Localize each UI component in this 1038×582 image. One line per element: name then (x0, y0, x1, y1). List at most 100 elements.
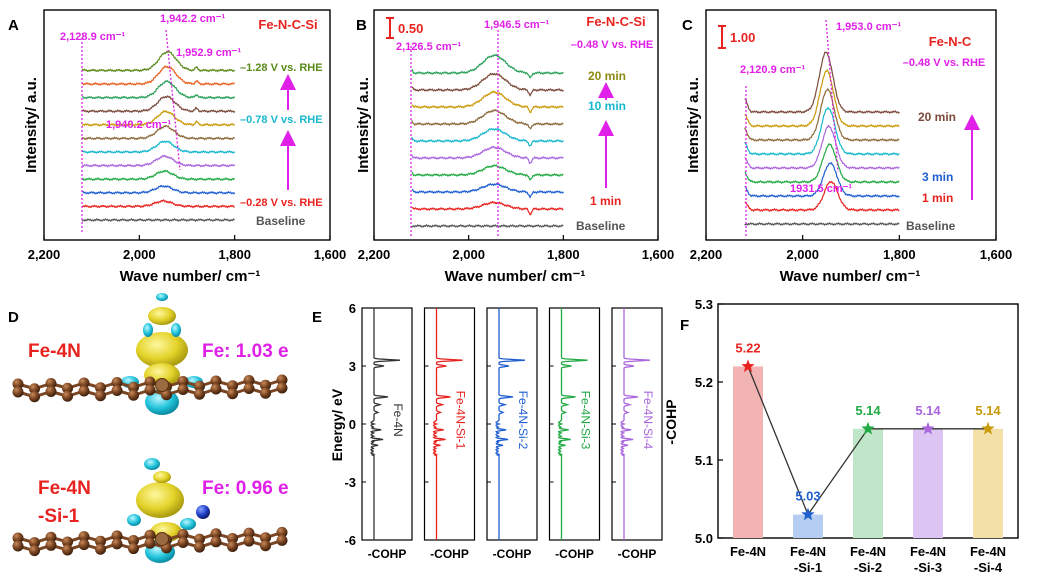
carbon-atom (111, 530, 123, 542)
cohp-series-label: Fe-4N-Si-1 (454, 391, 468, 450)
y-tick-label: 5.1 (695, 453, 713, 468)
carbon-atom (243, 527, 255, 539)
star-marker (801, 507, 815, 521)
cohp-x-label: -COHP (555, 547, 594, 561)
structure-name-2-line2: -Si-1 (38, 506, 80, 527)
y-axis-label-f: -COHP (663, 399, 679, 444)
carbon-atom (62, 536, 73, 548)
x-ticks-a: 2,200 2,000 1,800 1,600 (28, 235, 347, 262)
spectrum-trace (82, 169, 236, 182)
spectrum-trace (411, 53, 564, 79)
spectrum-trace (81, 140, 236, 155)
carbon-atom (95, 382, 106, 394)
x-tick-label: 1,600 (980, 247, 1013, 262)
time-label-c-3: 1 min (922, 191, 953, 205)
carbon-atom (210, 536, 222, 548)
y-axis-label-a: Intensity/ a.u. (23, 77, 40, 173)
y-tick-label: 5.2 (695, 375, 713, 390)
cohp-x-label: -COHP (368, 547, 407, 561)
carbon-atom (29, 391, 40, 403)
spectrum-trace (82, 199, 236, 209)
bar-value-label: 5.14 (855, 403, 881, 418)
spectrum-trace (81, 184, 236, 195)
peak-guide-a-1942 (165, 29, 181, 171)
x-tick-label: 2,000 (123, 247, 156, 262)
carbon-atom (78, 377, 90, 389)
carbon-atom (128, 381, 139, 393)
carbon-atom (45, 531, 57, 543)
category-label: -Si-3 (914, 560, 942, 575)
carbon-atom (243, 535, 255, 547)
y-ticks-e: 6 3 0 -3 -6 (344, 301, 356, 548)
iron-atom (155, 532, 169, 546)
carbon-atom (260, 540, 271, 552)
star-marker (741, 359, 755, 373)
carbon-atom (194, 541, 205, 553)
x-tick-label: 2,200 (358, 247, 391, 262)
peak-label-a-3: 1,952.9 cm⁻¹ (176, 47, 241, 59)
cohp-curve (369, 308, 401, 540)
carbon-atom (78, 539, 90, 551)
y-tick-label: 0 (349, 417, 356, 432)
cohp-curve (557, 308, 588, 540)
plot-frame-b (373, 9, 659, 241)
spectrum-trace (744, 221, 900, 227)
bar-value-label: 5.14 (975, 403, 1001, 418)
spectrum-trace (411, 72, 564, 97)
carbon-atom (78, 385, 90, 397)
y-axis-label-e: Energy/ eV (329, 388, 345, 461)
cohp-series-label: Fe-4N (391, 403, 405, 436)
carbon-atom (95, 390, 106, 402)
chart-title-a: Fe-N-C-Si (258, 17, 317, 32)
chart-title-c: Fe-N-C (929, 34, 972, 49)
carbon-atom (144, 529, 156, 541)
charge-density-yellow (153, 471, 171, 483)
potential-label-a-1: –1.28 V vs. RHE (240, 62, 323, 74)
time-label-c-1: 20 min (918, 110, 956, 124)
carbon-atom (227, 532, 238, 544)
bar (913, 428, 943, 538)
peak-label-b-1: 2,126.5 cm⁻¹ (396, 41, 461, 53)
spectrum-trace (411, 108, 564, 130)
x-tick-label: 2,000 (452, 247, 485, 262)
carbon-atom (243, 375, 255, 386)
spectrum-trace (744, 143, 900, 185)
carbon-atom (177, 376, 189, 387)
carbon-atom (62, 382, 73, 394)
peak-label-c-3: 1931.5 cm⁻¹ (790, 183, 852, 195)
peak-label-c-1: 2,120.9 cm⁻¹ (740, 64, 805, 76)
spectrum-trace (81, 124, 236, 141)
x-tick-label: 1,600 (314, 247, 347, 262)
category-label: Fe-4N (730, 544, 766, 559)
structure-name-2-line1: Fe-4N (38, 478, 91, 499)
carbon-atom (12, 386, 24, 398)
carbon-atom (144, 537, 156, 549)
x-axis-label-a: Wave number/ cm⁻¹ (120, 268, 261, 285)
spectrum-trace (81, 154, 236, 168)
x-ticks-c: 2,200 2,000 1,800 1,600 (690, 235, 1013, 262)
carbon-atom (161, 389, 172, 401)
carbon-atom (144, 376, 156, 388)
spectrum-trace (411, 182, 564, 199)
bars-f: 5.22Fe-4N5.03Fe-4N-Si-15.14Fe-4N-Si-25.1… (730, 340, 1006, 575)
bar-value-label: 5.14 (915, 403, 941, 418)
y-tick-label: 5.0 (695, 531, 713, 546)
category-label: Fe-4N (970, 544, 1006, 559)
x-tick-label: 2,200 (690, 247, 723, 262)
charge-density-yellow (136, 332, 188, 368)
chart-subtitle-b: –0.48 V vs. RHE (571, 39, 654, 51)
bar-value-label: 5.22 (735, 340, 760, 355)
spectrum-trace (411, 127, 564, 147)
plot-frame-a (43, 9, 331, 241)
carbon-atom (111, 538, 123, 550)
time-label-b-1: 20 min (588, 69, 626, 83)
charge-density-cyan (127, 514, 141, 526)
x-tick-label: 2,000 (786, 247, 819, 262)
spectrum-trace (411, 223, 564, 229)
carbon-atom (12, 540, 24, 552)
carbon-atom (260, 379, 271, 391)
carbon-atom (62, 390, 73, 402)
panel-label-a: A (8, 17, 19, 34)
traces-a (81, 50, 236, 223)
